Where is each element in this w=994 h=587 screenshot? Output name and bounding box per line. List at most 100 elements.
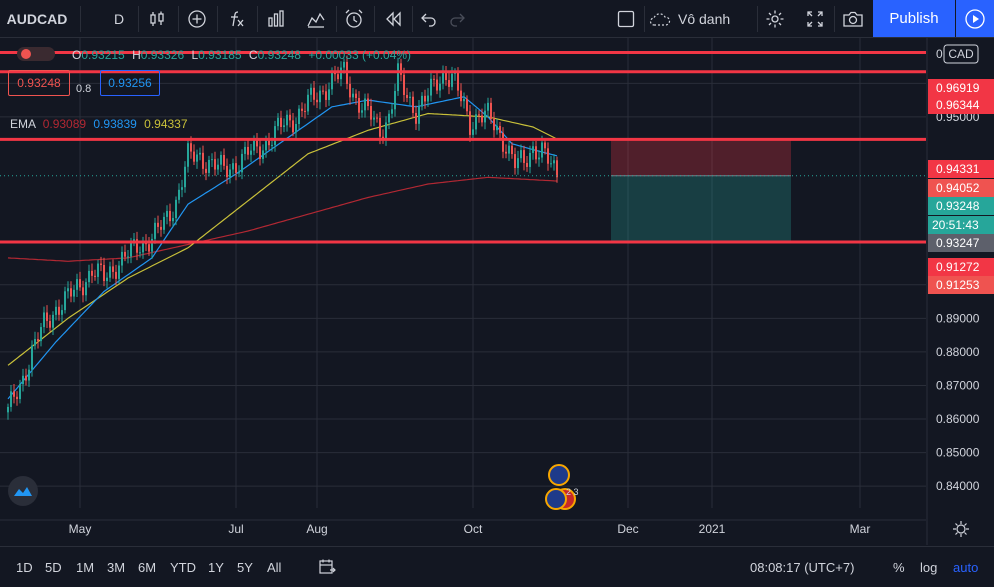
fullscreen-button[interactable] [801,0,829,37]
snapshot-button[interactable] [838,0,868,37]
auto-toggle[interactable]: auto [953,559,979,575]
clock[interactable]: 08:08:17 (UTC+7) [750,559,855,575]
candle-body [388,113,390,123]
price-chart[interactable]: 2 3 0.84000 0.85000 0.86000 0.87000 0.88000 0.… [0,38,994,545]
candle-body [361,110,363,113]
indicators-button[interactable] [222,0,252,37]
alert-button[interactable] [339,0,369,37]
candle-body [151,238,153,252]
compare-button[interactable] [182,0,212,37]
settings-button[interactable] [761,0,789,37]
interval-button[interactable]: D [113,10,125,27]
candle-body [445,70,447,81]
play-circle-icon [965,8,985,29]
candle-body [340,67,342,80]
candle-body [496,126,498,131]
chart-area[interactable]: 2 3 0.84000 0.85000 0.86000 0.87000 0.88000 0.… [0,38,994,545]
candle-body [232,163,234,170]
buy-button[interactable]: 0.93256 [100,70,160,96]
range-1d[interactable]: 1D [16,559,33,575]
price-label-bg [928,96,994,114]
candle-body [349,83,351,98]
candle-body [385,122,387,140]
replay-button[interactable] [378,0,408,37]
x-tick-label: Oct [464,522,483,536]
price-label: 0.91253 [936,278,980,292]
candle-body [322,90,324,92]
candle-body [547,148,549,164]
legend-toggle[interactable] [17,47,55,61]
layout-button[interactable] [612,0,640,37]
candle-body [286,114,288,126]
candle-body [343,61,345,68]
publish-menu-button[interactable] [956,0,994,37]
candle-body [88,270,90,283]
range-5d[interactable]: 5D [45,559,62,575]
range-3m[interactable]: 3M [107,559,126,575]
range-5y[interactable]: 5Y [237,559,253,575]
candle-body [169,210,171,222]
goto-date-button[interactable] [318,547,336,587]
candle-body [451,73,453,87]
symbol-search-button[interactable]: AUDCAD [6,10,68,27]
candle-body [253,139,255,151]
camera-icon [843,11,863,27]
y-tick-label: 0.86000 [936,412,980,426]
range-1m[interactable]: 1M [76,559,95,575]
tradingview-logo[interactable] [8,476,38,506]
candle-body [478,114,480,116]
candle-body [508,145,510,154]
candle-body [529,152,531,167]
redo-button[interactable] [443,0,471,37]
price-label: 0.93248 [936,199,980,213]
candle-body [139,252,141,254]
candle-body [115,271,117,279]
undo-button[interactable] [415,0,443,37]
candle-body [376,117,378,119]
candle-body [313,87,315,100]
candle-body [52,314,54,328]
financials-button[interactable] [261,0,291,37]
templates-button[interactable] [301,0,331,37]
publish-button[interactable]: Publish [873,0,955,37]
sell-button[interactable]: 0.93248 [8,70,70,96]
candle-body [136,239,138,253]
candle-body [193,151,195,162]
candle-body [49,320,51,328]
candle-body [352,93,354,98]
candle-body [538,157,540,160]
range-6m[interactable]: 6M [138,559,157,575]
range-all[interactable]: All [267,559,282,575]
cloud-icon [649,12,671,26]
candle-body [103,264,105,282]
calendar-goto-icon [319,559,336,574]
candle-body [73,289,75,297]
range-ytd[interactable]: YTD [170,559,196,575]
candle-body [256,139,258,147]
candle-body [217,164,219,170]
range-1y[interactable]: 1Y [208,559,224,575]
x-tick-label: Jul [228,522,243,536]
chart-type-button[interactable] [142,0,172,37]
candle-body [235,163,237,173]
candle-body [373,117,375,120]
candle-body [541,142,543,158]
percent-toggle[interactable]: % [893,559,905,575]
log-toggle[interactable]: log [920,559,938,575]
candle-body [364,98,366,111]
candle-body [337,74,339,80]
save-layout-button[interactable]: Vô danh [648,0,758,37]
event-marker-au-2 [545,488,567,510]
candle-body [94,275,96,277]
ema-legend: EMA 0.93089 0.93839 0.94337 [10,117,188,131]
candle-body [379,117,381,137]
bar-chart-icon [268,9,284,27]
candle-body [475,114,477,130]
axis-settings-icon[interactable] [953,521,969,537]
candle-body [211,159,213,161]
candle-body [304,110,306,112]
candle-body [142,240,144,253]
candle-body [403,74,405,95]
tv-cloud-icon [14,487,32,496]
ema-red-value: 0.93089 [42,117,87,131]
